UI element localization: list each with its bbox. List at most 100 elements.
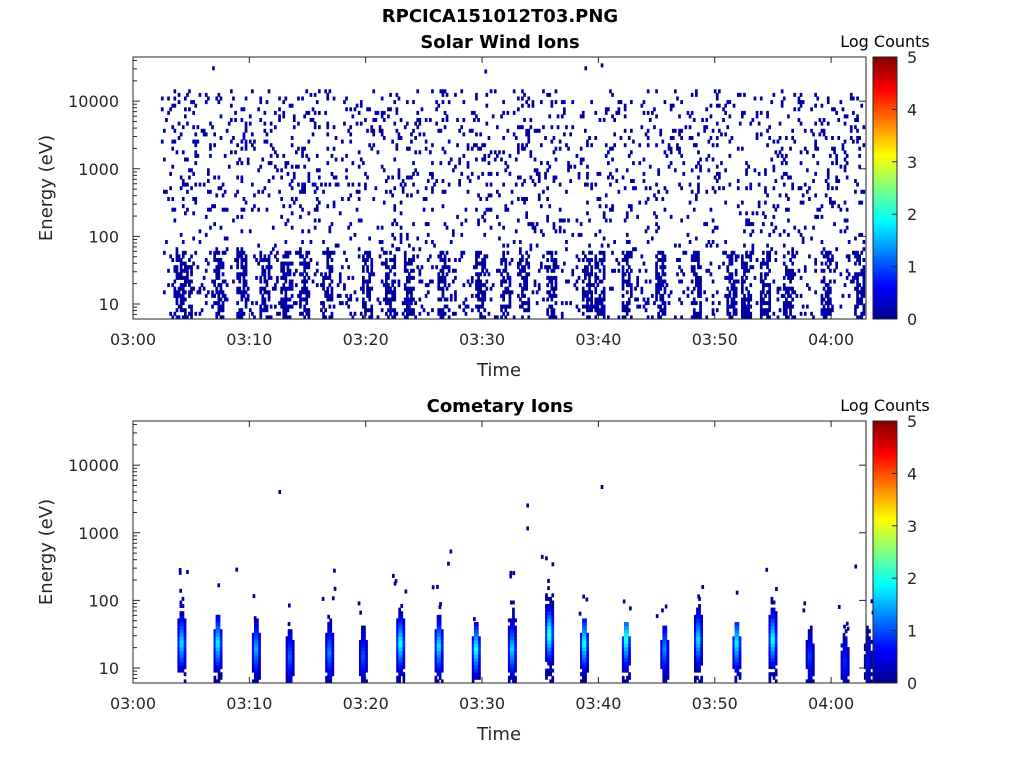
count-bin [202,182,206,187]
count-bin [661,311,665,316]
count-bin [617,110,621,115]
count-bin [479,146,482,151]
count-bin [662,625,666,630]
count-bin [770,618,774,623]
count-bin [217,618,221,623]
count-bin [547,672,550,677]
count-bin [766,193,769,198]
count-bin [478,643,481,648]
count-bin [615,168,619,173]
count-bin [332,250,336,255]
count-bin [659,265,663,270]
count-bin [514,679,517,684]
count-bin [284,308,288,313]
count-bin [431,171,434,176]
count-bin [690,254,694,259]
count-bin [545,618,548,623]
count-bin [361,639,364,644]
count-bin [590,297,593,302]
count-bin [204,258,208,262]
count-bin [805,639,809,644]
count-bin [370,268,374,273]
count-bin [485,286,489,291]
count-bin [165,118,168,122]
count-bin [743,308,746,313]
count-bin [336,182,340,187]
count-bin [345,96,348,101]
count-bin [426,232,430,237]
count-bin [447,315,451,320]
count-bin [334,243,338,248]
count-bin [400,604,404,608]
count-bin [370,146,374,151]
count-bin [462,100,466,105]
count-bin [738,654,742,659]
outlier-bin [447,561,450,566]
count-bin [437,283,441,288]
count-bin [366,175,369,180]
count-bin [240,229,244,234]
count-bin [359,643,362,648]
count-bin [493,150,497,155]
count-bin [429,118,432,122]
count-bin [818,132,822,137]
count-bin [594,290,598,295]
count-bin [757,204,761,209]
count-bin [768,618,772,623]
count-bin [552,225,556,230]
count-bin [217,639,221,644]
count-bin [545,622,548,626]
count-bin [644,229,648,234]
count-bin [551,657,555,662]
count-bin [242,286,246,291]
count-bin [840,650,844,655]
count-bin [213,647,217,652]
count-bin [533,229,537,234]
count-bin [809,672,813,677]
count-bin [630,268,633,273]
count-bin [799,161,803,166]
count-bin [582,639,585,644]
count-bin [234,110,237,115]
count-bin [866,668,869,673]
count-bin [408,290,411,295]
count-bin [177,643,181,648]
count-bin [870,679,873,684]
count-bin [655,293,658,298]
count-bin [665,189,669,194]
count-bin [481,261,484,266]
count-bin [399,136,403,140]
count-bin [331,665,335,670]
count-bin [684,250,688,255]
count-bin [267,254,271,259]
count-bin [709,243,713,248]
count-bin [694,625,697,630]
count-bin [190,268,193,273]
count-bin [402,661,406,666]
count-bin [664,661,668,666]
count-bin [318,175,321,180]
count-bin [236,275,239,280]
count-bin [863,657,867,662]
count-bin [175,268,179,273]
count-bin [382,261,386,266]
count-bin [177,286,181,291]
count-bin [274,125,277,130]
count-bin [579,146,583,151]
count-bin [590,268,593,273]
count-bin [847,293,851,298]
count-bin [525,132,528,137]
count-bin [359,657,362,662]
count-bin [504,207,508,212]
count-bin [812,643,815,648]
count-bin [402,636,406,641]
count-bin [734,625,738,630]
count-bin [412,100,415,105]
count-bin [745,211,748,216]
count-bin [284,164,288,169]
count-bin [460,89,464,94]
count-bin [391,308,394,313]
count-bin [594,265,598,270]
count-bin [551,647,555,652]
count-bin [366,290,369,295]
